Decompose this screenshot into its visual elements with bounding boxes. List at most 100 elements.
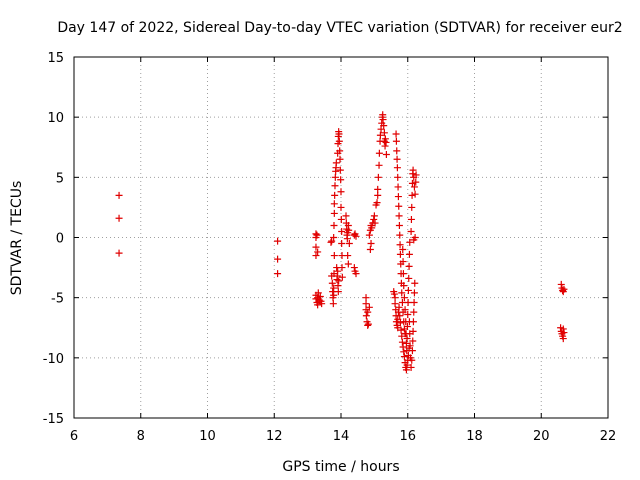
data-point	[373, 199, 381, 207]
data-point	[364, 320, 372, 328]
data-point	[410, 289, 418, 297]
x-axis-label: GPS time / hours	[282, 459, 399, 475]
data-point	[336, 166, 344, 174]
data-point	[336, 147, 344, 155]
data-point	[370, 215, 378, 223]
data-point	[376, 131, 384, 139]
data-point	[408, 179, 416, 187]
x-tick-label: 22	[600, 429, 617, 444]
data-point	[403, 361, 411, 369]
data-point	[312, 243, 320, 251]
y-axis-label: SDTVAR / TECUs	[9, 181, 25, 296]
data-point	[403, 335, 411, 343]
data-point	[335, 277, 343, 285]
x-tick-label: 18	[466, 429, 483, 444]
data-point	[364, 321, 372, 329]
data-point	[407, 215, 415, 223]
data-point	[338, 264, 346, 272]
data-point	[382, 138, 390, 146]
data-point	[404, 286, 412, 294]
data-point	[314, 301, 322, 309]
data-point	[365, 303, 373, 311]
y-tick-label: -15	[43, 412, 64, 427]
data-point	[374, 191, 382, 199]
data-point	[409, 337, 417, 345]
data-point	[394, 193, 402, 201]
data-point	[367, 240, 375, 248]
data-point	[334, 282, 342, 290]
data-point	[400, 294, 408, 302]
data-point	[402, 366, 410, 374]
data-point	[395, 221, 403, 229]
data-point	[365, 231, 373, 239]
data-point	[274, 255, 282, 263]
data-point	[560, 329, 568, 337]
data-point	[411, 234, 419, 241]
data-point	[328, 237, 336, 245]
data-point	[559, 286, 567, 294]
data-point	[312, 252, 320, 260]
data-point	[330, 200, 338, 208]
data-point	[400, 353, 408, 361]
y-tick-label: 10	[47, 111, 64, 126]
data-point	[342, 212, 350, 220]
data-point	[406, 342, 414, 350]
data-point	[409, 327, 417, 335]
data-point	[377, 125, 385, 133]
x-tick-label: 8	[137, 429, 145, 444]
data-point	[393, 147, 401, 155]
data-point	[334, 267, 342, 275]
data-point	[398, 338, 406, 346]
data-point	[314, 289, 322, 297]
data-point	[405, 262, 413, 270]
data-point	[316, 292, 324, 300]
data-point	[406, 238, 414, 246]
data-point	[410, 183, 418, 191]
plot-frame	[73, 56, 609, 419]
data-point	[314, 248, 322, 256]
data-point	[362, 300, 370, 308]
data-point	[391, 300, 399, 308]
data-point	[393, 164, 401, 172]
data-point	[399, 270, 407, 278]
data-point	[557, 280, 565, 288]
data-point	[374, 173, 382, 181]
data-point	[395, 202, 403, 210]
x-tick-label: 14	[333, 429, 350, 444]
y-tick-label: -5	[51, 292, 64, 307]
data-point	[396, 231, 404, 239]
data-points	[115, 111, 568, 374]
data-point	[344, 252, 352, 260]
data-point	[115, 191, 123, 199]
data-point	[393, 155, 401, 163]
data-point	[338, 227, 346, 235]
data-point	[375, 161, 383, 169]
data-point	[382, 150, 390, 158]
chart-title: Day 147 of 2022, Sidereal Day-to-day VTE…	[57, 20, 622, 36]
y-tick-label: 0	[56, 232, 64, 247]
data-point	[404, 311, 412, 319]
data-point	[405, 250, 413, 258]
data-point	[362, 294, 370, 302]
data-point	[375, 149, 383, 157]
data-point	[400, 282, 408, 290]
tick-labels: 6 8 10 12 14 16 18 20 22 15 10 5 0 -5 -10 -15	[43, 51, 617, 444]
data-point	[396, 241, 404, 249]
data-point	[408, 203, 416, 211]
data-point	[392, 137, 400, 145]
data-point	[395, 303, 403, 311]
data-point	[399, 258, 407, 266]
data-point	[409, 166, 417, 174]
data-point	[379, 116, 387, 124]
data-point	[337, 215, 345, 223]
data-point	[331, 182, 339, 190]
data-point	[274, 270, 282, 278]
data-point	[350, 231, 358, 239]
data-point	[396, 312, 404, 320]
data-point	[374, 185, 382, 193]
data-point	[115, 214, 123, 222]
data-point	[312, 295, 320, 303]
data-point	[392, 130, 400, 138]
data-point	[332, 159, 340, 167]
